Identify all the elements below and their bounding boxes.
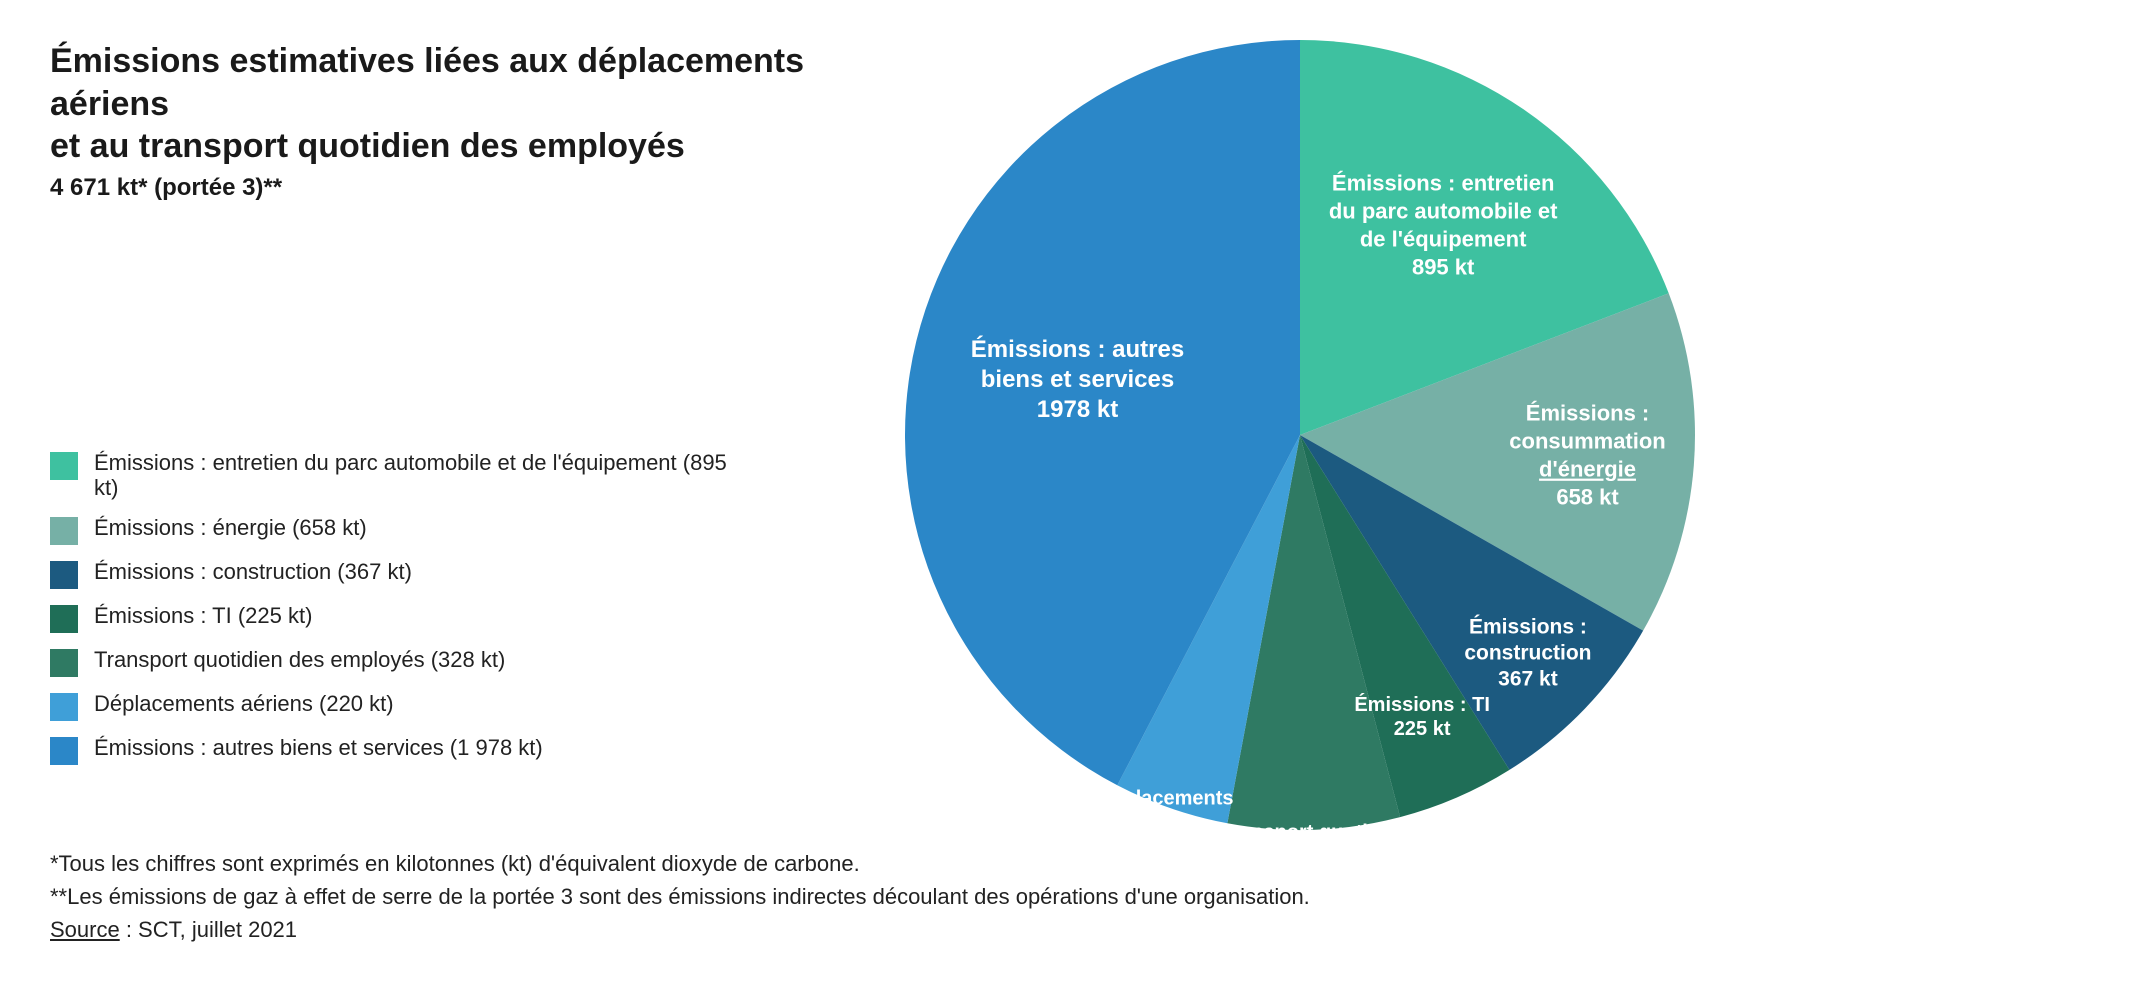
footnote-1: *Tous les chiffres sont exprimés en kilo… xyxy=(50,847,1310,880)
legend-swatch xyxy=(50,605,78,633)
legend-label: Émissions : TI (225 kt) xyxy=(94,603,312,628)
legend-item: Émissions : TI (225 kt) xyxy=(50,603,734,633)
legend-swatch xyxy=(50,517,78,545)
legend-swatch xyxy=(50,561,78,589)
chart-title-line2: et au transport quotidien des employés xyxy=(50,125,810,168)
legend-item: Transport quotidien des employés (328 kt… xyxy=(50,647,734,677)
legend: Émissions : entretien du parc automobile… xyxy=(50,450,734,779)
legend-label: Émissions : construction (367 kt) xyxy=(94,559,412,584)
legend-label: Déplacements aériens (220 kt) xyxy=(94,691,394,716)
pie-chart-svg: Émissions : entretiendu parc automobile … xyxy=(820,20,1780,850)
legend-swatch xyxy=(50,693,78,721)
legend-swatch xyxy=(50,649,78,677)
chart-title-line1: Émissions estimatives liées aux déplacem… xyxy=(50,40,810,125)
pie-slice-label-transport: Transport quotidiendes employés328 kt xyxy=(1221,822,1409,850)
footnote-2: **Les émissions de gaz à effet de serre … xyxy=(50,880,1310,913)
title-block: Émissions estimatives liées aux déplacem… xyxy=(50,40,810,202)
page-root: Émissions estimatives liées aux déplacem… xyxy=(0,0,2137,982)
legend-item: Émissions : autres biens et services (1 … xyxy=(50,735,734,765)
legend-item: Émissions : entretien du parc automobile… xyxy=(50,450,734,501)
legend-label: Émissions : énergie (658 kt) xyxy=(94,515,367,540)
footnote-source: Source : SCT, juillet 2021 xyxy=(50,913,1310,946)
footnotes: *Tous les chiffres sont exprimés en kilo… xyxy=(50,847,1310,946)
legend-item: Émissions : énergie (658 kt) xyxy=(50,515,734,545)
legend-label: Transport quotidien des employés (328 kt… xyxy=(94,647,505,672)
legend-swatch xyxy=(50,452,78,480)
legend-swatch xyxy=(50,737,78,765)
legend-item: Émissions : construction (367 kt) xyxy=(50,559,734,589)
source-label: Source xyxy=(50,917,120,942)
pie-chart-container: Émissions : entretiendu parc automobile … xyxy=(820,20,1780,850)
legend-label: Émissions : entretien du parc automobile… xyxy=(94,450,734,501)
legend-label: Émissions : autres biens et services (1 … xyxy=(94,735,543,760)
source-value: : SCT, juillet 2021 xyxy=(120,917,297,942)
legend-item: Déplacements aériens (220 kt) xyxy=(50,691,734,721)
chart-subtitle: 4 671 kt* (portée 3)** xyxy=(50,174,810,202)
